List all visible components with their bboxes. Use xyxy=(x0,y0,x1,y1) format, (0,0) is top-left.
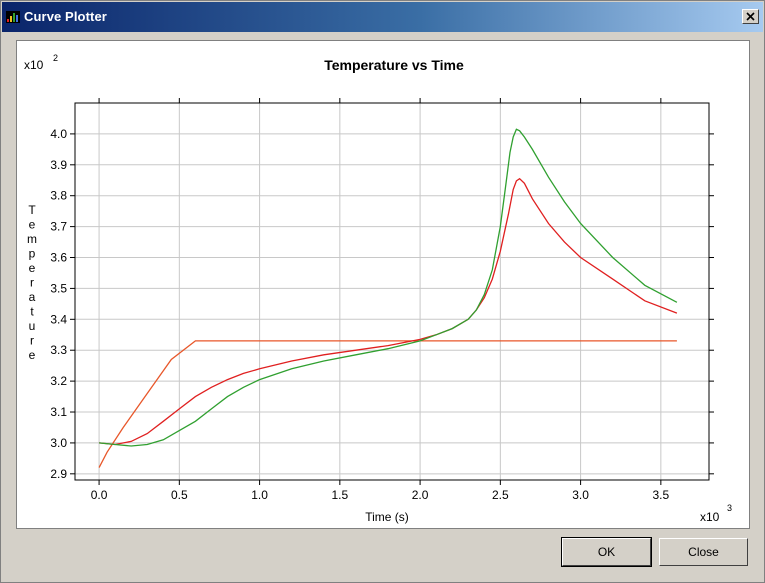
y-tick-label: 3.9 xyxy=(50,158,67,172)
grid-lines xyxy=(75,103,709,480)
y-tick-label: 3.0 xyxy=(50,436,67,450)
x-tick-label: 2.5 xyxy=(492,488,509,502)
y-axis-label-char: u xyxy=(29,319,36,333)
x-tick-label: 0.5 xyxy=(171,488,188,502)
x-tick-label: 3.0 xyxy=(572,488,589,502)
y-axis-label-char: a xyxy=(29,290,36,304)
y-tick-label: 3.6 xyxy=(50,251,67,265)
y-tick-label: 3.2 xyxy=(50,374,67,388)
y-axis-label-char: t xyxy=(30,305,34,319)
x-tick-label: 1.0 xyxy=(251,488,268,502)
axis-ticks: 0.0 0.5 1.0 1.5 2.0 2.5 3.0 3.5 2.9 3.0 3.1 3.2 3.3 3… xyxy=(50,98,714,502)
y-axis-label-char: r xyxy=(30,334,34,348)
y-tick-label: 3.8 xyxy=(50,189,67,203)
plot-app-icon xyxy=(6,11,20,23)
close-window-button[interactable] xyxy=(742,9,759,24)
y-axis-label-char: r xyxy=(30,276,34,290)
x-multiplier-exp: 3 xyxy=(727,503,732,513)
y-axis-label: Temperature xyxy=(27,203,37,362)
y-tick-label: 3.5 xyxy=(50,281,67,295)
y-axis-label-char: m xyxy=(27,232,37,246)
series-line-2 xyxy=(99,177,678,446)
y-axis-label-char: e xyxy=(29,218,36,232)
ok-button[interactable]: OK xyxy=(561,537,652,567)
x-tick-label: 3.5 xyxy=(653,488,670,502)
y-tick-label: 3.1 xyxy=(50,405,67,419)
y-axis-label-char: e xyxy=(29,261,36,275)
window-title: Curve Plotter xyxy=(24,9,107,24)
x-tick-label: 1.5 xyxy=(331,488,348,502)
series-line-1 xyxy=(98,340,677,468)
x-multiplier-label: x10 xyxy=(700,510,720,524)
plot-panel: 0.0 0.5 1.0 1.5 2.0 2.5 3.0 3.5 2.9 3.0 3.1 3.2 3.3 3… xyxy=(16,40,750,529)
close-button[interactable]: Close xyxy=(659,538,748,566)
series-group xyxy=(98,128,678,468)
x-tick-label: 2.0 xyxy=(412,488,429,502)
y-tick-label: 3.4 xyxy=(50,312,67,326)
title-bar[interactable]: Curve Plotter xyxy=(2,2,763,32)
y-tick-label: 2.9 xyxy=(50,467,67,481)
close-icon xyxy=(746,12,755,21)
plot-area-frame xyxy=(74,102,710,481)
x-axis-label: Time (s) xyxy=(365,510,409,524)
y-tick-label: 3.3 xyxy=(50,343,67,357)
series-line-3 xyxy=(99,128,678,447)
y-multiplier-label: x10 xyxy=(24,58,44,72)
chart-title: Temperature vs Time xyxy=(324,57,464,73)
x-tick-label: 0.0 xyxy=(91,488,108,502)
y-tick-label: 3.7 xyxy=(50,220,67,234)
y-axis-label-char: T xyxy=(28,203,36,217)
y-axis-label-char: e xyxy=(29,348,36,362)
y-axis-label-char: p xyxy=(29,247,36,261)
temperature-chart: 0.0 0.5 1.0 1.5 2.0 2.5 3.0 3.5 2.9 3.0 3.1 3.2 3.3 3… xyxy=(24,53,732,524)
y-multiplier-exp: 2 xyxy=(53,53,58,63)
y-tick-label: 4.0 xyxy=(50,127,67,141)
